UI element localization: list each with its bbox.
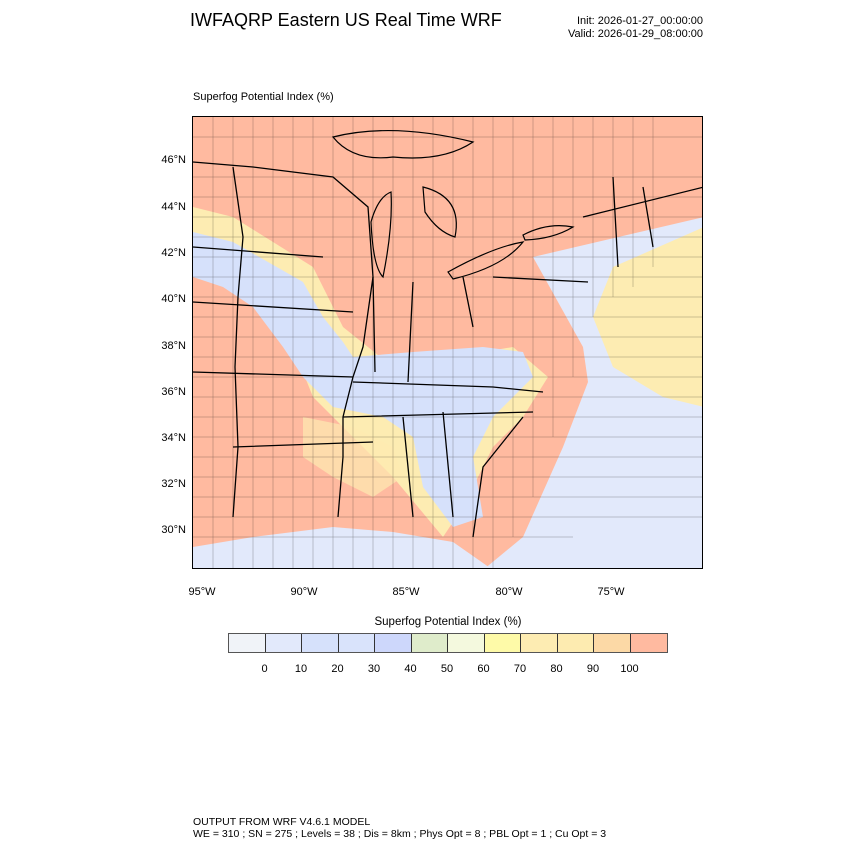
lat-label: 32°N — [161, 478, 186, 490]
low-index-field — [193, 232, 533, 527]
colorbar-label: 0 — [261, 663, 268, 675]
colorbar-label: 60 — [477, 663, 490, 675]
map-panel — [192, 116, 703, 569]
colorbar-bin — [448, 634, 485, 652]
lat-label: 46°N — [161, 154, 186, 166]
colorbar-bin — [265, 634, 302, 652]
colorbar-label: 90 — [586, 663, 600, 675]
offshore-yellow — [593, 227, 702, 407]
lat-label: 42°N — [161, 247, 186, 259]
county-grid — [193, 117, 702, 568]
lon-label: 75°W — [597, 586, 625, 598]
gulf-of-mexico — [193, 527, 491, 568]
lake-erie — [447, 241, 525, 280]
valid-time: Valid: 2026-01-29_08:00:00 — [568, 28, 703, 40]
time-info: Init: 2026-01-27_00:00:00 Valid: 2026-01… — [568, 15, 703, 41]
model-config: WE = 310 ; SN = 275 ; Levels = 38 ; Dis … — [193, 828, 607, 840]
colorbar-bin — [630, 634, 667, 652]
colorbar-bin — [375, 634, 412, 652]
colorbar-label: 50 — [440, 663, 454, 675]
lat-label: 38°N — [161, 340, 186, 352]
lon-label: 95°W — [188, 586, 216, 598]
colorbar-bin — [302, 634, 339, 652]
lake-superior — [331, 129, 475, 159]
colorbar-bin — [594, 634, 631, 652]
colorbar-label: 40 — [404, 663, 417, 675]
lake-michigan — [370, 191, 392, 279]
model-info: OUTPUT FROM WRF V4.6.1 MODEL — [193, 816, 371, 828]
colorbar-label: 30 — [367, 663, 381, 675]
lat-label: 34°N — [161, 432, 186, 444]
lon-label: 90°W — [290, 586, 318, 598]
colorbar-label: 20 — [331, 663, 344, 675]
colorbar-bin — [338, 634, 375, 652]
lon-label: 85°W — [392, 586, 420, 598]
canada-region — [193, 117, 702, 247]
lat-label: 44°N — [161, 201, 186, 213]
colorbar-label: 70 — [513, 663, 527, 675]
colorbar-bin — [557, 634, 594, 652]
colorbar-bin — [484, 634, 521, 652]
map-canvas — [193, 117, 702, 568]
colorbar-bin — [411, 634, 448, 652]
colorbar-label: 100 — [620, 663, 639, 675]
colorbar — [228, 633, 668, 653]
colorbar-label: 80 — [550, 663, 563, 675]
plot-title: IWFAQRP Eastern US Real Time WRF — [190, 10, 502, 30]
lon-label: 80°W — [495, 586, 523, 598]
field-title: Superfog Potential Index (%) — [193, 91, 334, 103]
colorbar-bin — [229, 634, 266, 652]
lat-label: 40°N — [161, 293, 186, 305]
lat-label: 36°N — [161, 386, 186, 398]
colorbar-title: Superfog Potential Index (%) — [374, 616, 522, 628]
colorbar-label: 10 — [294, 663, 308, 675]
colorbar-bin — [521, 634, 558, 652]
init-time: Init: 2026-01-27_00:00:00 — [577, 15, 703, 27]
lat-label: 30°N — [161, 524, 186, 536]
